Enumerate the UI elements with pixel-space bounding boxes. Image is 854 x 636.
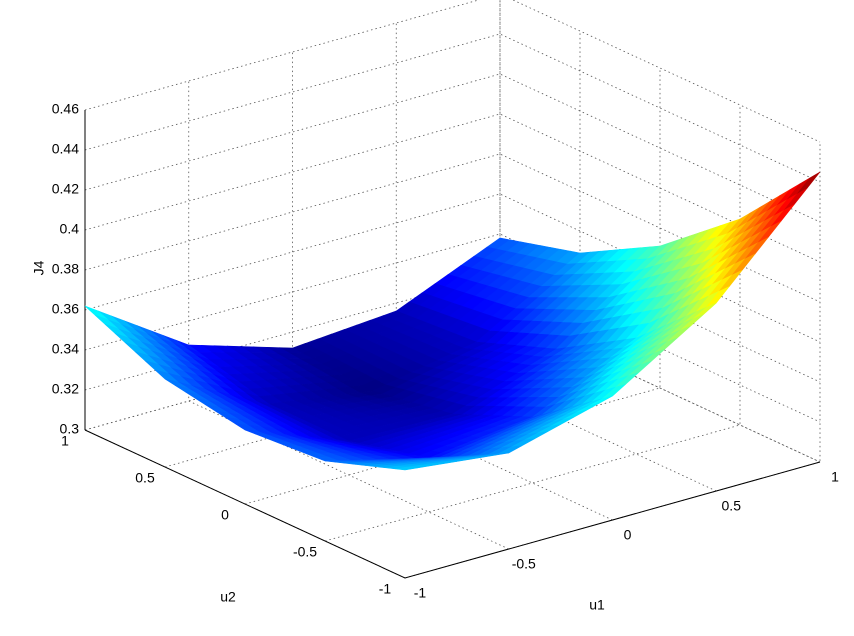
grid-line xyxy=(84,0,501,431)
z-tick-label: 0.38 xyxy=(52,261,79,277)
y-tick-label: -0.5 xyxy=(293,544,317,560)
y-tick-label: 0 xyxy=(221,507,229,523)
z-tick-label: 0.4 xyxy=(60,221,80,237)
y-tick-label: 1 xyxy=(61,433,69,449)
z-tick-label: 0.3 xyxy=(60,421,80,437)
grid-line xyxy=(244,68,661,505)
axes-layer: 0.3 0.32 0.34 0.36 0.38 0.4 0.42 0.44 0.46 -1 -0.5… xyxy=(52,0,839,601)
surface-patch xyxy=(394,466,419,471)
grid-line xyxy=(395,23,717,492)
y-tick-label: 0.5 xyxy=(135,470,155,486)
y-tick-label: -1 xyxy=(379,581,392,597)
grid-line xyxy=(84,33,821,183)
grid-line xyxy=(404,142,821,579)
grid-line xyxy=(84,73,821,223)
grid-line xyxy=(164,31,581,468)
grid-line xyxy=(324,105,741,542)
grid-line xyxy=(84,0,821,143)
z-tick-label: 0.36 xyxy=(52,301,79,317)
z-tick-label: 0.34 xyxy=(52,341,79,357)
z-tick-label: 0.44 xyxy=(52,141,79,157)
z-tick-label: 0.42 xyxy=(52,181,79,197)
surface-patch xyxy=(84,305,109,321)
x-tick-label: -1 xyxy=(414,585,427,601)
grid-line xyxy=(292,52,613,521)
y-axis-label: u2 xyxy=(220,589,236,605)
x-tick-label: 0.5 xyxy=(722,498,742,514)
z-axis-label: J4 xyxy=(31,260,47,275)
x-tick-label: -0.5 xyxy=(512,556,536,572)
z-tick-label: 0.32 xyxy=(52,381,79,397)
surface xyxy=(84,171,821,471)
axis-line xyxy=(84,429,821,579)
surface-patch xyxy=(796,171,821,195)
grid-line xyxy=(188,81,509,550)
x-tick-label: 1 xyxy=(831,469,839,485)
grid-line xyxy=(499,0,821,463)
z-tick-label: 0.46 xyxy=(52,101,79,117)
x-axis-label: u1 xyxy=(589,597,605,613)
x-tick-label: 0 xyxy=(624,527,632,543)
